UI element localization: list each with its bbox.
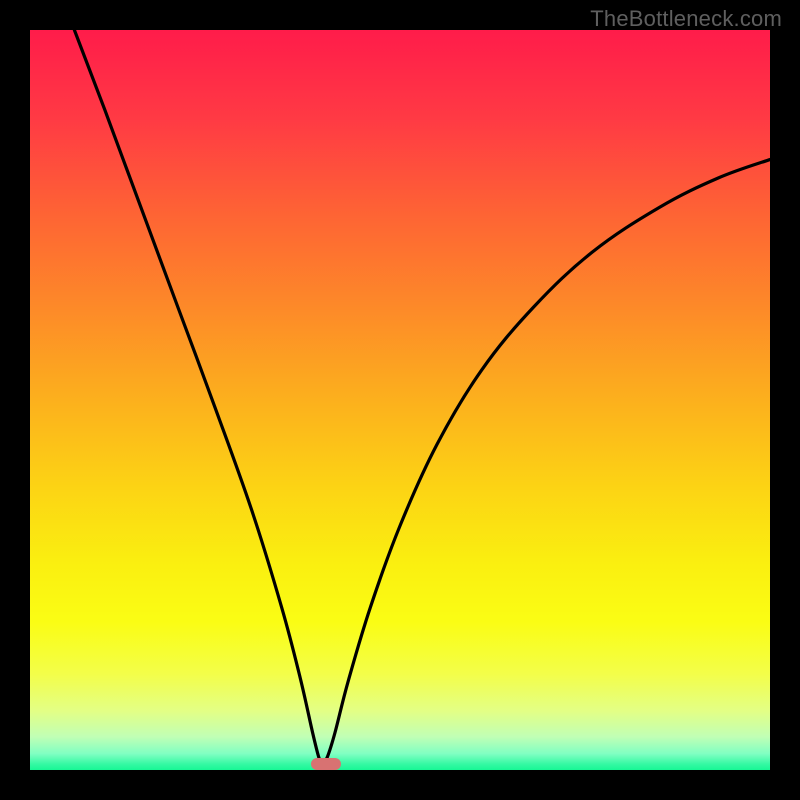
bottleneck-curve [74,30,770,766]
plot-area [30,30,770,770]
watermark-text: TheBottleneck.com [590,6,782,32]
curve-svg [30,30,770,770]
dip-marker [311,758,341,770]
